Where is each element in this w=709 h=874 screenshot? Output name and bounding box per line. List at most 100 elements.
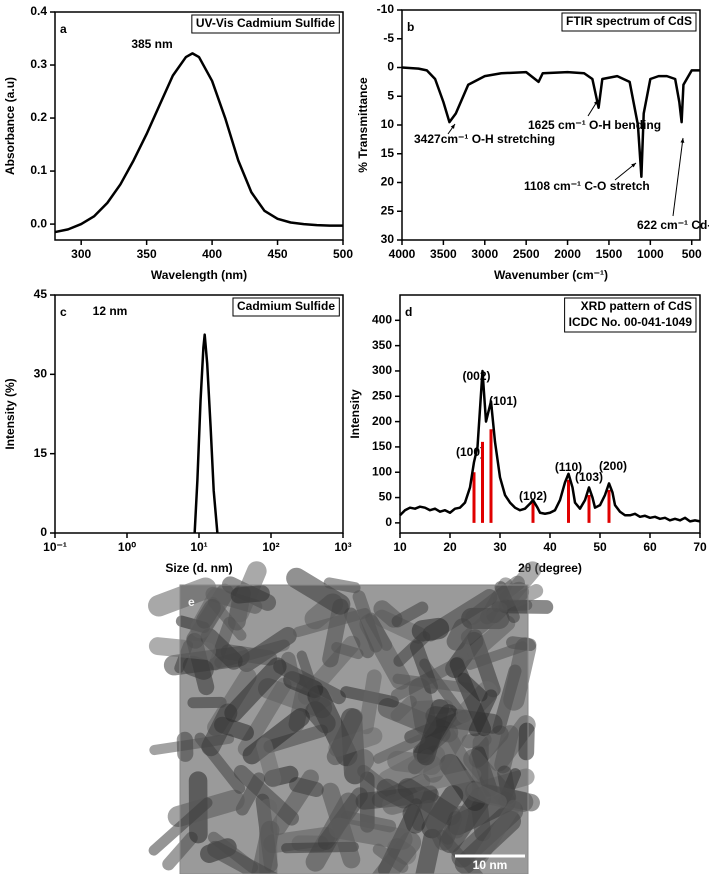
peak-label: (101)	[489, 394, 517, 408]
nanorod	[464, 641, 528, 670]
y-tick-label: -10	[377, 2, 395, 16]
y-tick-label: 50	[379, 490, 393, 504]
y-tick-label: 15	[381, 146, 395, 160]
y-axis-label: Intensity (%)	[3, 378, 17, 449]
peak-label: (103)	[575, 470, 603, 484]
nanorod	[148, 577, 217, 617]
x-tick-label: 400	[202, 247, 222, 261]
annotation: 1108 cm⁻¹ C-O stretch	[524, 179, 650, 193]
arrow-head	[593, 100, 598, 105]
nanorod	[296, 650, 321, 702]
nanorod	[176, 731, 194, 762]
arrow-head	[680, 138, 685, 143]
y-tick-label: 0.1	[30, 163, 47, 177]
annotation: 1625 cm⁻¹ O-H bending	[528, 118, 661, 132]
scale-bar-label: 10 nm	[473, 858, 508, 872]
x-tick-label: 30	[493, 540, 507, 554]
x-tick-label: 2500	[513, 247, 540, 261]
y-tick-label: -5	[383, 31, 394, 45]
y-tick-label: 30	[381, 232, 395, 246]
nanorod	[207, 840, 283, 874]
nanorod	[402, 804, 425, 834]
nanorod	[449, 805, 469, 839]
y-tick-label: 0.3	[30, 57, 47, 71]
nanorod	[286, 567, 351, 615]
nanorod	[331, 641, 364, 660]
nanorod	[461, 732, 492, 749]
x-tick-label: 4000	[389, 247, 416, 261]
annotation: 12 nm	[93, 304, 128, 318]
x-axis-label: Wavelength (nm)	[151, 268, 247, 282]
panel-label: c	[60, 305, 67, 319]
data-line	[193, 333, 219, 534]
x-tick-label: 10	[393, 540, 407, 554]
x-tick-label: 3000	[471, 247, 498, 261]
y-tick-label: 45	[34, 287, 48, 301]
nanorod	[467, 615, 516, 660]
arrow-head	[450, 124, 455, 129]
y-tick-label: 150	[372, 439, 392, 453]
nanorod	[493, 581, 530, 611]
x-axis-label: Size (d. nm)	[165, 561, 232, 575]
x-axis-label: Wavenumber (cm⁻¹)	[494, 268, 608, 282]
data-line	[399, 369, 701, 523]
peak-label: (110)	[555, 460, 582, 474]
y-axis-label: Intensity	[348, 389, 362, 439]
chart-title: XRD pattern of CdS	[581, 299, 692, 313]
panel-label: b	[407, 20, 414, 34]
y-tick-label: 300	[372, 363, 392, 377]
nanorod	[256, 737, 282, 788]
x-tick-label: 20	[443, 540, 457, 554]
y-tick-label: 250	[372, 388, 392, 402]
chart-subtitle: ICDC No. 00-041-1049	[569, 315, 693, 329]
y-tick-label: 350	[372, 338, 392, 352]
peak-label: (002)	[462, 369, 490, 383]
y-tick-label: 5	[387, 88, 394, 102]
plot-frame	[54, 11, 344, 241]
nanorod	[460, 602, 508, 645]
y-tick-label: 0.2	[30, 110, 47, 124]
x-tick-label: 500	[333, 247, 353, 261]
nanorod	[344, 749, 375, 785]
x-tick-label: 10¹	[190, 540, 207, 554]
data-line	[401, 66, 700, 178]
x-tick-label: 40	[543, 540, 557, 554]
image-label: e	[188, 595, 195, 609]
y-tick-label: 0.4	[30, 4, 47, 18]
nanorod	[352, 590, 383, 653]
nanorod	[182, 655, 214, 680]
nanorod	[468, 689, 498, 737]
y-tick-label: 10	[381, 117, 395, 131]
chart-title: FTIR spectrum of CdS	[566, 14, 692, 28]
nanorod	[200, 628, 243, 670]
y-tick-label: 0	[385, 515, 392, 529]
peak-label: (100)	[456, 445, 484, 459]
x-tick-label: 2000	[554, 247, 581, 261]
y-axis-label: % Transmittance	[356, 77, 370, 173]
nanorod	[328, 817, 413, 850]
title-box	[564, 297, 697, 333]
annotation: 622 cm⁻¹ Cd-S Bond	[637, 218, 709, 232]
nanorod	[410, 828, 442, 874]
annotation-arrow	[672, 137, 684, 217]
arrow-head	[631, 163, 636, 168]
chart-title: UV-Vis Cadmium Sulfide	[196, 16, 335, 30]
x-tick-label: 70	[693, 540, 707, 554]
nanorod	[326, 708, 363, 766]
plot-frame	[399, 294, 701, 534]
nanorod	[436, 829, 495, 874]
annotation: 385 nm	[131, 37, 172, 51]
panel-label: d	[405, 305, 412, 319]
nanorod	[187, 696, 227, 709]
nanorod	[473, 799, 521, 865]
nanorod	[392, 673, 474, 693]
nanorod	[230, 585, 270, 604]
x-tick-label: 450	[268, 247, 288, 261]
tem-clip-frame	[179, 584, 529, 874]
nanorod	[457, 672, 488, 702]
tem-image	[148, 561, 554, 874]
x-tick-label: 10⁰	[118, 540, 136, 554]
x-tick-label: 500	[682, 247, 702, 261]
plot-frame	[54, 294, 344, 534]
